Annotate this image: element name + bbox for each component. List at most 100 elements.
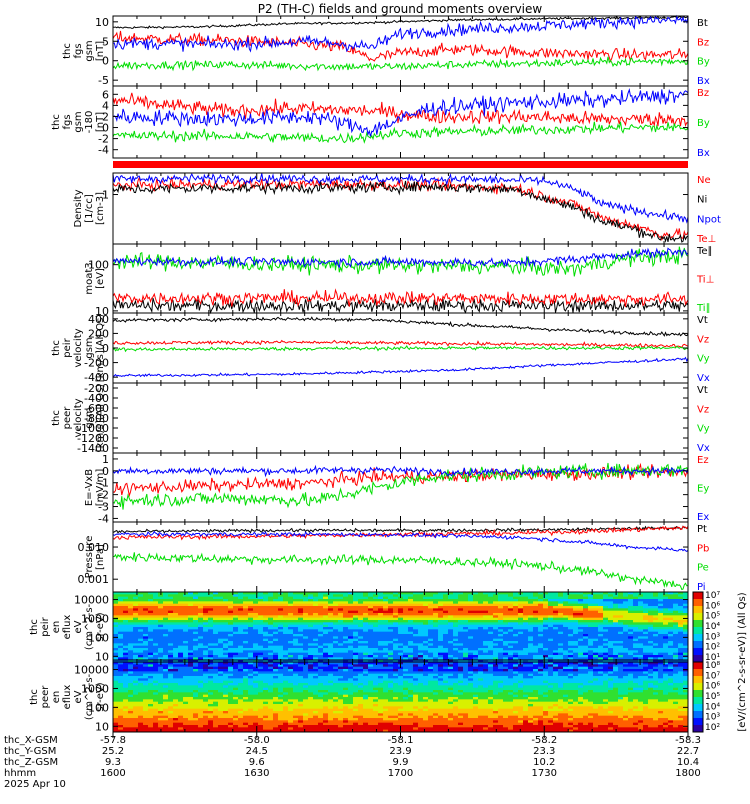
spectrogram-cell: [198, 639, 203, 642]
spectrogram-cell: [298, 618, 303, 621]
spectrogram-cell: [143, 676, 148, 679]
spectrogram-cell: [163, 716, 168, 719]
spectrogram-cell: [153, 674, 158, 677]
spectrogram-cell: [273, 648, 278, 651]
spectrogram-cell: [288, 611, 293, 614]
spectrogram-cell: [133, 611, 138, 614]
spectrogram-cell: [493, 597, 498, 600]
spectrogram-cell: [173, 727, 178, 730]
spectrogram-cell: [573, 613, 578, 616]
spectrogram-cell: [238, 685, 243, 688]
spectrogram-cell: [258, 641, 263, 644]
spectrogram-cell: [278, 713, 283, 716]
spectrogram-cell: [138, 727, 143, 730]
spectrogram-cell: [443, 655, 448, 658]
spectrogram-cell: [648, 611, 653, 614]
spectrogram-cell: [333, 667, 338, 670]
spectrogram-cell: [193, 627, 198, 630]
spectrogram-cell: [168, 639, 173, 642]
spectrogram-cell: [478, 618, 483, 621]
spectrogram-cell: [263, 648, 268, 651]
spectrogram-cell: [118, 711, 123, 714]
spectrogram-cell: [293, 678, 298, 681]
spectrogram-cell: [188, 615, 193, 618]
spectrogram-cell: [298, 706, 303, 709]
spectrogram-cell: [408, 622, 413, 625]
spectrogram-cell: [638, 627, 643, 630]
spectrogram-cell: [318, 613, 323, 616]
spectrogram-cell: [223, 664, 228, 667]
spectrogram-cell: [133, 634, 138, 637]
spectrogram-cell: [483, 653, 488, 656]
spectrogram-cell: [288, 725, 293, 728]
spectrogram-cell: [463, 639, 468, 642]
spectrogram-cell: [158, 718, 163, 721]
spectrogram-cell: [238, 699, 243, 702]
spectrogram-cell: [418, 604, 423, 607]
spectrogram-cell: [313, 655, 318, 658]
spectrogram-cell: [128, 601, 133, 604]
spectrogram-cell: [563, 648, 568, 651]
spectrogram-cell: [443, 599, 448, 602]
spectrogram-cell: [628, 646, 633, 649]
spectrogram-cell: [398, 650, 403, 653]
spectrogram-cell: [463, 636, 468, 639]
spectrogram-cell: [213, 702, 218, 705]
spectrogram-cell: [258, 706, 263, 709]
spectrogram-cell: [298, 676, 303, 679]
spectrogram-cell: [328, 678, 333, 681]
spectrogram-cell: [358, 655, 363, 658]
spectrogram-cell: [453, 599, 458, 602]
spectrogram-cell: [583, 604, 588, 607]
y-axis-title: eV: [73, 620, 84, 633]
spectrogram-cell: [378, 620, 383, 623]
spectrogram-cell: [578, 597, 583, 600]
spectrogram-cell: [433, 601, 438, 604]
spectrogram-cell: [198, 720, 203, 723]
spectrogram-cell: [403, 627, 408, 630]
spectrogram-cell: [503, 620, 508, 623]
spectrogram-cell: [383, 597, 388, 600]
spectrogram-cell: [623, 622, 628, 625]
spectrogram-cell: [598, 604, 603, 607]
spectrogram-cell: [673, 611, 678, 614]
spectrogram-cell: [603, 634, 608, 637]
spectrogram-cell: [338, 641, 343, 644]
spectrogram-cell: [603, 604, 608, 607]
spectrogram-cell: [208, 702, 213, 705]
spectrogram-cell: [358, 604, 363, 607]
spectrogram-cell: [163, 629, 168, 632]
spectrogram-cell: [318, 676, 323, 679]
spectrogram-cell: [118, 608, 123, 611]
spectrogram-cell: [598, 632, 603, 635]
spectrogram-cell: [238, 636, 243, 639]
spectrogram-cell: [543, 629, 548, 632]
spectrogram-cell: [628, 620, 633, 623]
spectrogram-cell: [213, 690, 218, 693]
spectrogram-cell: [638, 655, 643, 658]
spectrogram-cell: [218, 615, 223, 618]
spectrogram-cell: [678, 601, 683, 604]
spectrogram-cell: [498, 655, 503, 658]
spectrogram-cell: [208, 606, 213, 609]
spectrogram-cell: [403, 629, 408, 632]
spectrogram-cell: [678, 632, 683, 635]
spectrogram-cell: [128, 685, 133, 688]
spectrogram-cell: [128, 604, 133, 607]
spectrogram-cell: [268, 709, 273, 712]
spectrogram-cell: [643, 618, 648, 621]
spectrogram-cell: [183, 713, 188, 716]
spectrogram-cell: [168, 620, 173, 623]
spectrogram-cell: [143, 706, 148, 709]
spectrogram-cell: [303, 643, 308, 646]
spectrogram-cell: [268, 648, 273, 651]
spectrogram-cell: [238, 594, 243, 597]
spectrogram-cell: [213, 674, 218, 677]
spectrogram-cell: [383, 625, 388, 628]
spectrogram-cell: [378, 641, 383, 644]
spectrogram-cell: [183, 683, 188, 686]
spectrogram-cell: [323, 699, 328, 702]
spectrogram-cell: [543, 608, 548, 611]
spectrogram-cell: [388, 650, 393, 653]
spectrogram-cell: [548, 604, 553, 607]
